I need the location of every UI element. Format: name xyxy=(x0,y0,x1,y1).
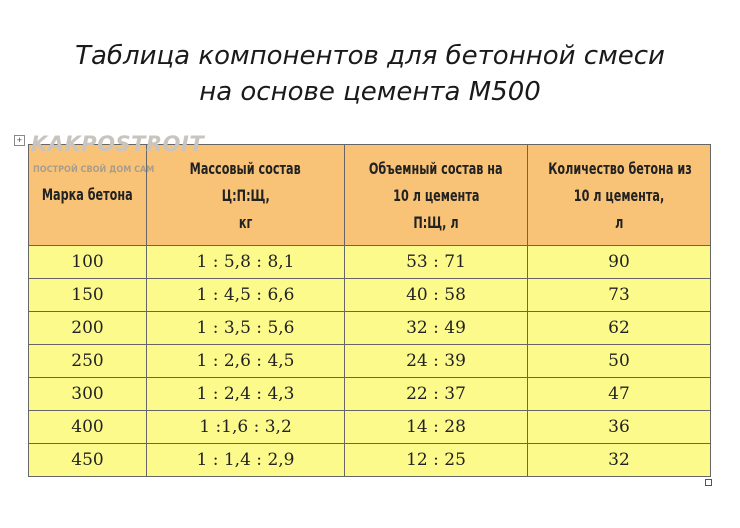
table-header-row: KAKPOSTROIT ПОСТРОЙ СВОЙ ДОМ САМ Марка б… xyxy=(28,132,711,246)
cell-grade: 250 xyxy=(28,344,147,378)
header-concrete-grade: KAKPOSTROIT ПОСТРОЙ СВОЙ ДОМ САМ Марка б… xyxy=(28,132,204,246)
table-move-handle-icon[interactable]: + xyxy=(14,135,25,146)
cell-grade: 450 xyxy=(28,443,147,477)
concrete-mix-table: KAKPOSTROIT ПОСТРОЙ СВОЙ ДОМ САМ Марка б… xyxy=(28,132,711,477)
cell-grade: 200 xyxy=(28,311,147,345)
table-row: 250 1 : 2,6 : 4,5 24 : 39 50 xyxy=(28,344,711,378)
table-row: 150 1 : 4,5 : 6,6 40 : 58 73 xyxy=(28,278,711,312)
cell-grade: 300 xyxy=(28,377,147,411)
cell-yield: 62 xyxy=(527,311,711,345)
cell-mass-ratio: 1 : 2,4 : 4,3 xyxy=(146,377,345,411)
cell-mass-ratio: 1 : 1,4 : 2,9 xyxy=(146,443,345,477)
cell-mass-ratio: 1 : 4,5 : 6,6 xyxy=(146,278,345,312)
cell-grade: 400 xyxy=(28,410,147,444)
cell-mass-ratio: 1 : 5,8 : 8,1 xyxy=(146,245,345,279)
watermark-logo: KAKPOSTROIT xyxy=(31,132,205,156)
table-row: 400 1 :1,6 : 3,2 14 : 28 36 xyxy=(28,410,711,444)
page-title: Таблица компонентов для бетонной смеси н… xyxy=(0,38,740,110)
cell-volume-ratio: 14 : 28 xyxy=(344,410,528,444)
cell-mass-ratio: 1 :1,6 : 3,2 xyxy=(146,410,345,444)
cell-volume-ratio: 53 : 71 xyxy=(344,245,528,279)
title-line-1: Таблица компонентов для бетонной смеси xyxy=(75,41,665,71)
cell-yield: 36 xyxy=(527,410,711,444)
header-concrete-yield: Количество бетона из 10 л цемента, л xyxy=(527,144,711,246)
table-row: 200 1 : 3,5 : 5,6 32 : 49 62 xyxy=(28,311,711,345)
cell-grade: 150 xyxy=(28,278,147,312)
cell-yield: 47 xyxy=(527,377,711,411)
cell-yield: 32 xyxy=(527,443,711,477)
cell-volume-ratio: 12 : 25 xyxy=(344,443,528,477)
cell-yield: 73 xyxy=(527,278,711,312)
header-mass-composition: Массовый состав Ц:П:Щ, кг xyxy=(146,144,345,246)
cell-volume-ratio: 22 : 37 xyxy=(344,377,528,411)
cell-volume-ratio: 32 : 49 xyxy=(344,311,528,345)
table-row: 300 1 : 2,4 : 4,3 22 : 37 47 xyxy=(28,377,711,411)
table-row: 450 1 : 1,4 : 2,9 12 : 25 32 xyxy=(28,443,711,477)
watermark-tagline: ПОСТРОЙ СВОЙ ДОМ САМ xyxy=(33,165,155,175)
title-line-2: на основе цемента М500 xyxy=(199,77,541,107)
cell-mass-ratio: 1 : 2,6 : 4,5 xyxy=(146,344,345,378)
table-row: 100 1 : 5,8 : 8,1 53 : 71 90 xyxy=(28,245,711,279)
cell-volume-ratio: 24 : 39 xyxy=(344,344,528,378)
table-resize-handle[interactable] xyxy=(705,479,712,486)
cell-mass-ratio: 1 : 3,5 : 5,6 xyxy=(146,311,345,345)
cell-yield: 90 xyxy=(527,245,711,279)
cell-yield: 50 xyxy=(527,344,711,378)
header-volume-composition: Объемный состав на 10 л цемента П:Щ, л xyxy=(344,144,528,246)
cell-volume-ratio: 40 : 58 xyxy=(344,278,528,312)
cell-grade: 100 xyxy=(28,245,147,279)
